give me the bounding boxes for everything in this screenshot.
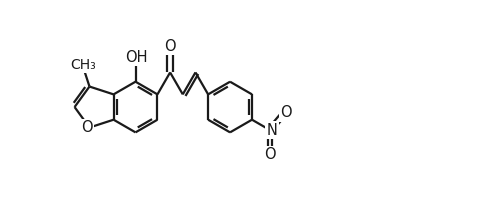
Text: O: O: [280, 105, 292, 120]
Text: CH₃: CH₃: [70, 58, 96, 72]
Text: O: O: [80, 120, 92, 135]
Text: N: N: [266, 123, 278, 138]
Text: OH: OH: [125, 50, 148, 65]
Text: O: O: [164, 39, 176, 54]
Text: O: O: [264, 147, 276, 162]
